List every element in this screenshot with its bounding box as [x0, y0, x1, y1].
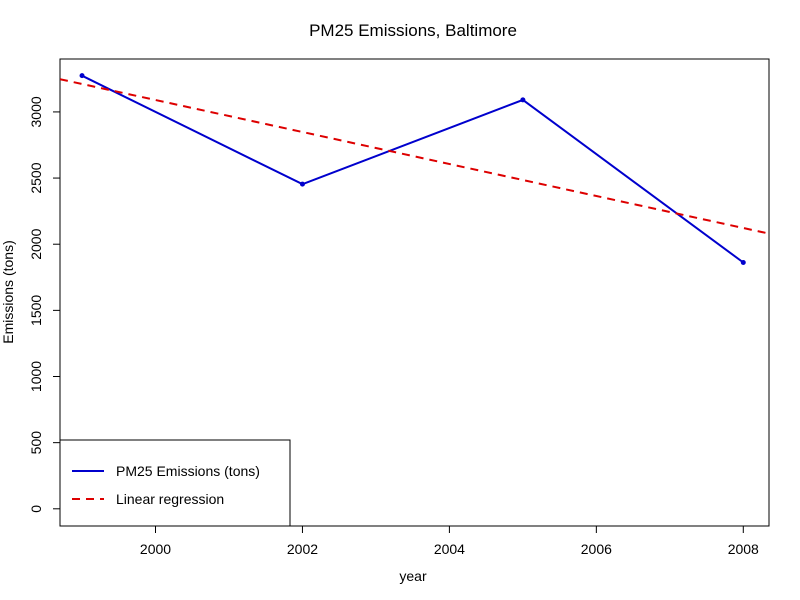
x-axis-title: year [399, 568, 427, 584]
series-line [81, 74, 744, 264]
x-tick-label: 2006 [581, 541, 612, 557]
data-point [740, 259, 746, 265]
x-tick-label: 2004 [434, 541, 465, 557]
y-tick-label: 1000 [28, 361, 44, 392]
legend-label: Linear regression [116, 491, 224, 507]
legend-box [59, 439, 291, 527]
data-point [299, 181, 305, 187]
y-tick-label: 3000 [28, 96, 44, 127]
y-tick-label: 2500 [28, 162, 44, 193]
x-tick-label: 2008 [728, 541, 759, 557]
x-tick-label: 2000 [140, 541, 171, 557]
chart-title: PM25 Emissions, Baltimore [309, 21, 517, 40]
legend: PM25 Emissions (tons) Linear regression [59, 439, 291, 527]
series-layer [60, 73, 769, 265]
y-tick-label: 0 [28, 505, 44, 513]
regression-line [60, 78, 769, 235]
y-axis: 0 500 1000 1500 2000 2500 3000 [28, 96, 60, 513]
y-axis-title: Emissions (tons) [0, 240, 16, 343]
legend-label: PM25 Emissions (tons) [116, 463, 260, 479]
plot-border [59, 58, 770, 527]
x-axis: 2000 2002 2004 2006 2008 [140, 526, 759, 557]
y-tick-label: 1500 [28, 295, 44, 326]
x-tick-label: 2002 [287, 541, 318, 557]
data-point [79, 73, 85, 79]
data-point [520, 97, 526, 103]
y-tick-label: 2000 [28, 228, 44, 259]
y-tick-label: 500 [28, 431, 44, 455]
